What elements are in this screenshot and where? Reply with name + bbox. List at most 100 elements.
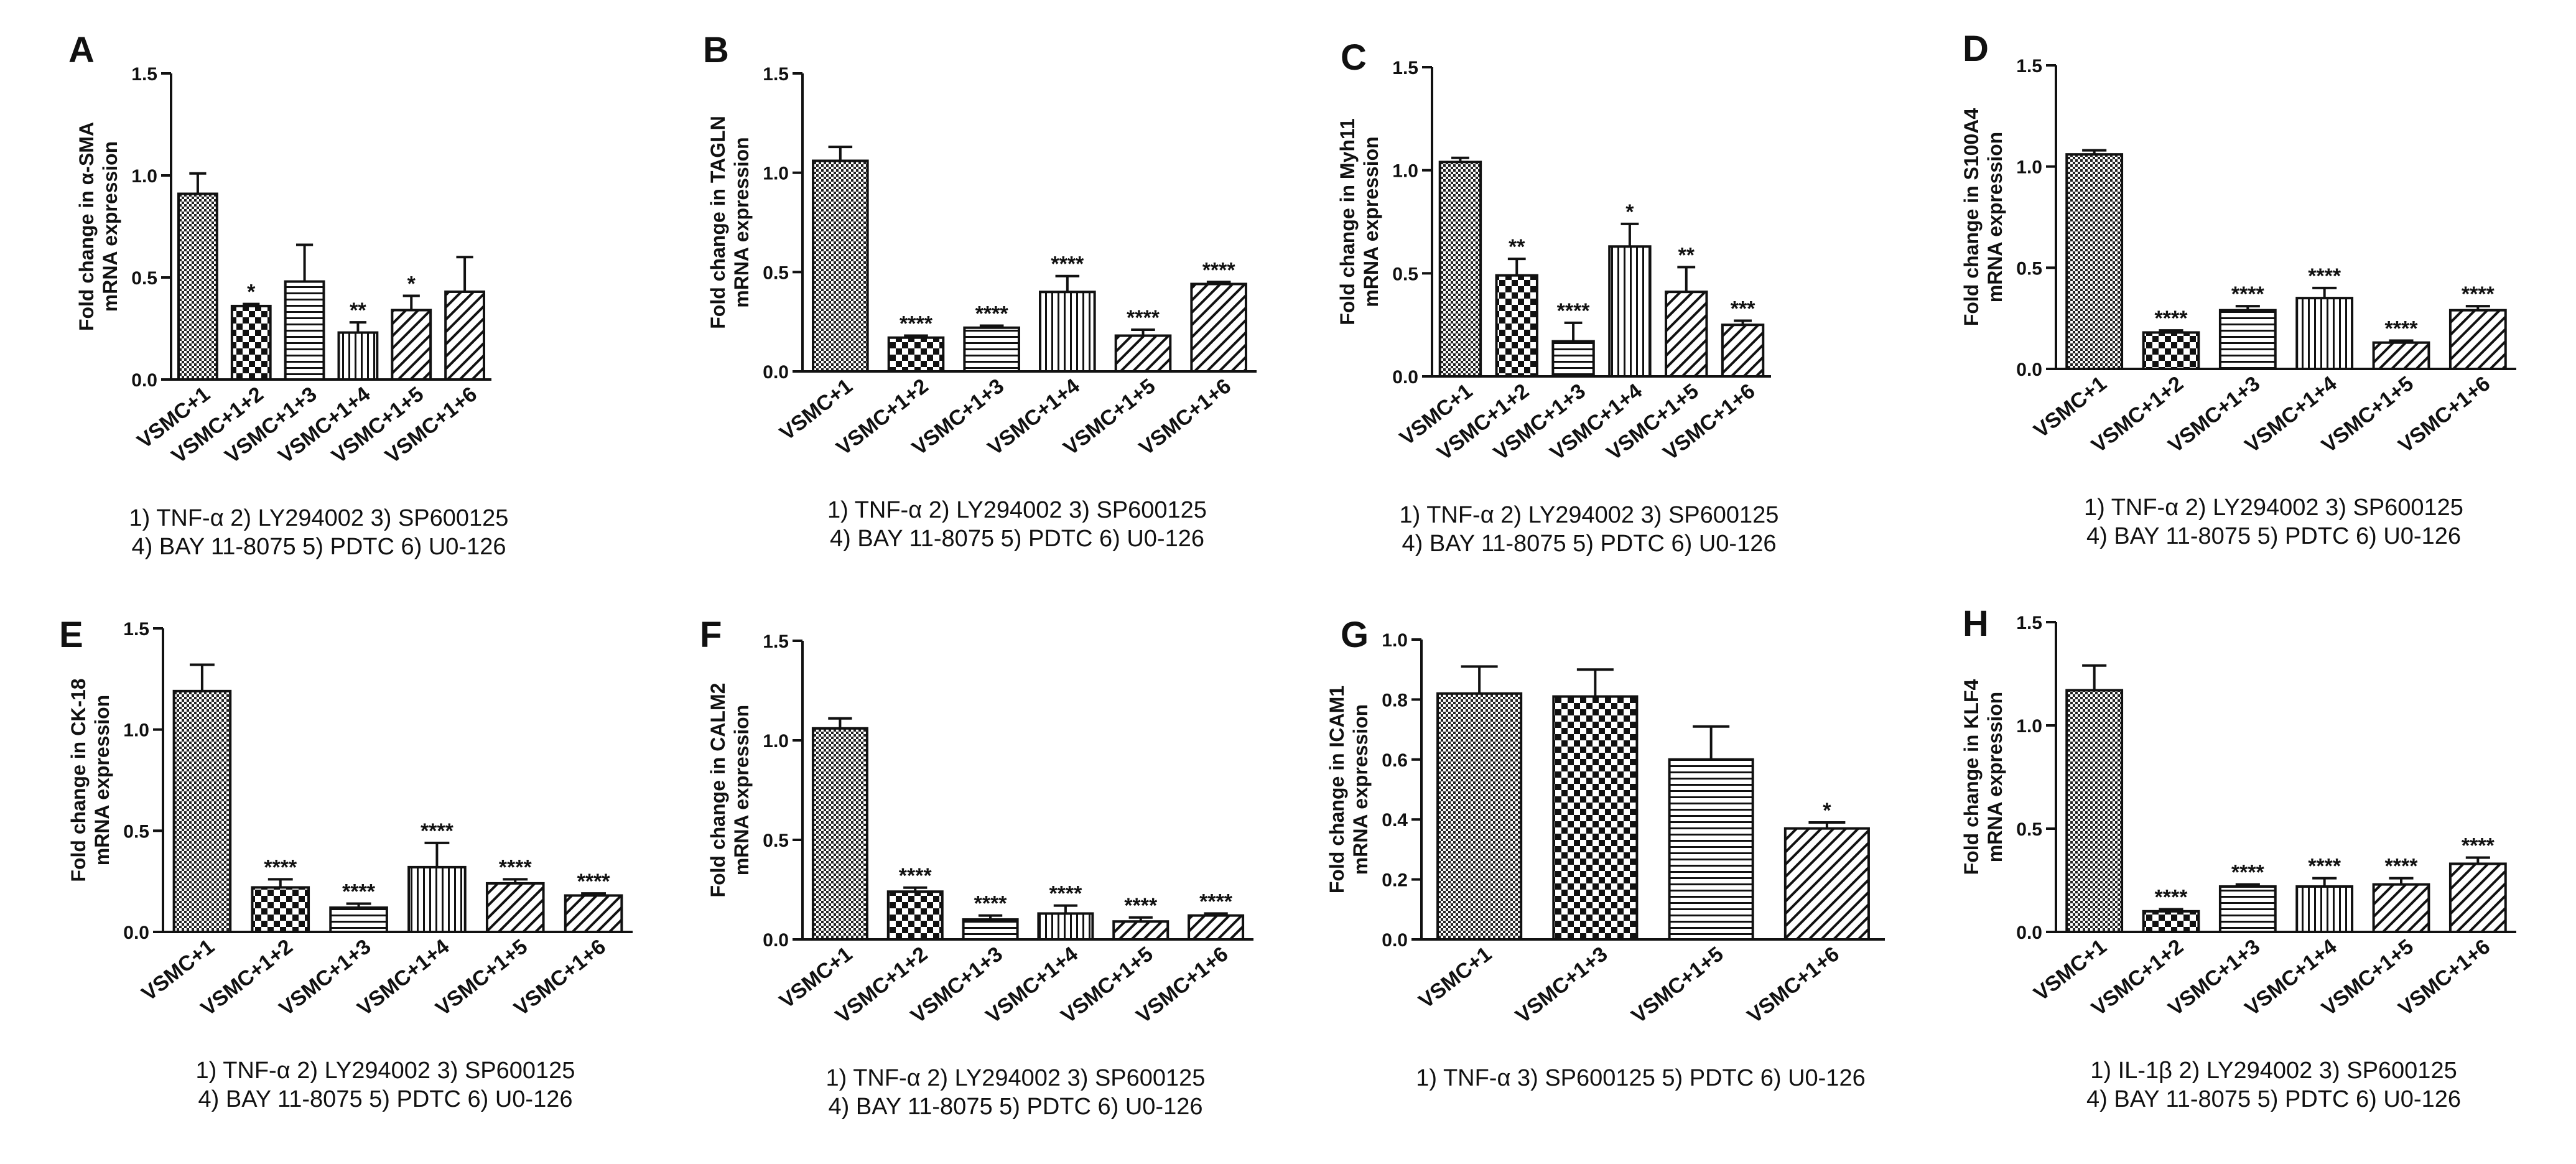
bar-vsmc-1-3 <box>1552 695 1639 941</box>
bar-vsmc-1-6 <box>444 290 485 381</box>
significance-marker: * <box>1625 200 1634 224</box>
y-axis-label: mRNA expression <box>730 137 753 307</box>
significance-marker: **** <box>577 870 611 893</box>
significance-marker: * <box>407 272 416 296</box>
chart-panel-b: B 0.0 0.5 1.0 1.5 Fold change in TAGLN mRNA ex… <box>703 30 1257 552</box>
bar-vsmc-1-6 <box>1190 282 1247 373</box>
bar-vsmc-1-5 <box>2372 341 2430 370</box>
y-tick-label: 1.0 <box>763 164 789 184</box>
chart-panel-f: F 0.0 0.5 1.0 1.5 Fold change in CALM2 mRNA ex… <box>700 615 1253 1120</box>
significance-marker: **** <box>2231 282 2265 306</box>
y-tick-label: 1.5 <box>763 64 789 85</box>
y-axis-label: Fold change in α-SMA <box>75 122 98 331</box>
y-axis-label: mRNA expression <box>91 695 113 865</box>
y-tick-label: 0.5 <box>763 263 789 283</box>
y-tick-label: 0.0 <box>2016 360 2042 380</box>
significance-marker: * <box>1823 799 1831 822</box>
significance-marker: **** <box>1199 890 1233 913</box>
bar-vsmc-1-4 <box>337 331 379 381</box>
significance-marker: **** <box>421 819 454 843</box>
bar-vsmc-1-5 <box>1114 334 1172 373</box>
bar-vsmc-1-4 <box>1039 291 1096 373</box>
significance-marker: **** <box>2462 834 2495 857</box>
bar-vsmc-1-3 <box>2218 885 2277 933</box>
y-tick-label: 1.5 <box>131 64 157 85</box>
significance-marker: **** <box>264 855 297 879</box>
panel-letter: E <box>59 615 83 655</box>
y-axis-label: Fold change in KLF4 <box>1960 679 1983 875</box>
y-tick-label: 1.0 <box>763 731 789 752</box>
significance-marker: ** <box>350 299 366 322</box>
y-tick-label: 1.5 <box>763 631 789 652</box>
y-tick-label: 1.5 <box>1392 58 1418 78</box>
treatment-legend: 4) BAY 11-8075 5) PDTC 6) U0-126 <box>2086 1086 2461 1112</box>
y-tick-label: 0.5 <box>131 268 157 289</box>
y-axis-label: Fold change in Myh11 <box>1336 118 1359 325</box>
treatment-legend: 1) TNF-α 2) LY294002 3) SP600125 <box>826 1065 1206 1091</box>
x-tick-label: VSMC+1+3 <box>1511 942 1612 1028</box>
y-tick-label: 0.6 <box>1382 750 1408 771</box>
panel-letter: B <box>703 30 729 70</box>
panel-letter: G <box>1341 615 1369 655</box>
y-axis-label: Fold change in CALM2 <box>707 683 729 898</box>
significance-marker: **** <box>2385 855 2419 878</box>
significance-marker: *** <box>1731 297 1755 321</box>
y-tick-label: 1.0 <box>1382 630 1408 651</box>
bar-vsmc-1-2 <box>1495 274 1538 378</box>
bar-vsmc-1-4 <box>2295 297 2354 370</box>
treatment-legend: 4) BAY 11-8075 5) PDTC 6) U0-126 <box>829 1094 1203 1120</box>
chart-panel-d: D 0.0 0.5 1.0 1.5 Fold change in S100A4 mRNA e… <box>1960 29 2516 549</box>
x-tick-label: VSMC+1+6 <box>1743 942 1844 1028</box>
bar-vsmc-1 <box>1436 692 1523 941</box>
y-tick-label: 0.0 <box>1382 930 1408 951</box>
bar-vsmc-1-5 <box>1112 920 1169 941</box>
bar-vsmc-1 <box>172 689 232 934</box>
y-axis-label: mRNA expression <box>1349 704 1372 875</box>
panel-letter: C <box>1341 37 1367 78</box>
y-axis-label: mRNA expression <box>1984 132 2006 302</box>
bar-vsmc-1-4 <box>407 865 467 933</box>
y-axis-label: Fold change in TAGLN <box>707 116 729 329</box>
significance-marker: **** <box>975 302 1009 326</box>
significance-marker: **** <box>342 880 376 903</box>
significance-marker: **** <box>1127 306 1160 330</box>
bar-vsmc-1-2 <box>886 890 944 941</box>
bar-vsmc-1-5 <box>485 882 545 934</box>
y-tick-label: 1.5 <box>123 619 149 640</box>
bar-vsmc-1-4 <box>2295 885 2354 933</box>
treatment-legend: 4) BAY 11-8075 5) PDTC 6) U0-126 <box>2086 523 2461 549</box>
y-tick-label: 0.5 <box>763 831 789 851</box>
treatment-legend: 1) TNF-α 2) LY294002 3) SP600125 <box>129 505 509 531</box>
bar-vsmc-1-6 <box>2448 309 2507 370</box>
panel-letter: D <box>1963 29 1989 69</box>
treatment-legend: 1) TNF-α 2) LY294002 3) SP600125 <box>196 1058 575 1084</box>
bar-vsmc-1-3 <box>329 906 388 933</box>
y-tick-label: 0.0 <box>763 930 789 951</box>
significance-marker: **** <box>499 855 532 879</box>
y-tick-label: 1.0 <box>2016 157 2042 178</box>
bar-vsmc-1-5 <box>2372 883 2430 934</box>
y-axis-label: Fold change in S100A4 <box>1960 108 1983 327</box>
bar-vsmc-1-4 <box>1608 245 1652 378</box>
significance-marker: * <box>247 281 256 304</box>
panel-letter: F <box>700 615 722 655</box>
significance-marker: **** <box>2462 282 2495 306</box>
treatment-legend: 1) IL-1β 2) LY294002 3) SP600125 <box>2090 1058 2457 1084</box>
bar-vsmc-1-6 <box>2448 862 2507 933</box>
y-axis-label: mRNA expression <box>1360 136 1382 307</box>
panel-letter: A <box>68 30 95 70</box>
significance-marker: **** <box>2308 855 2341 878</box>
treatment-legend: 1) TNF-α 2) LY294002 3) SP600125 <box>827 497 1207 523</box>
significance-marker: **** <box>1202 258 1236 282</box>
bar-vsmc-1 <box>1438 161 1482 378</box>
y-tick-label: 1.5 <box>2016 56 2042 77</box>
bar-vsmc-1-5 <box>1665 291 1708 378</box>
x-tick-label: VSMC+1+5 <box>1627 942 1728 1028</box>
bar-vsmc-1-5 <box>391 309 432 381</box>
chart-panel-g: G 0.0 0.2 0.4 0.6 0.8 1.0 Fold change in ICAM1 m… <box>1326 615 1885 1091</box>
significance-marker: ** <box>1509 235 1525 259</box>
chart-panel-h: H 0.0 0.5 1.0 1.5 Fold change in KLF4 mRNA exp… <box>1960 603 2516 1112</box>
bar-vsmc-1-5 <box>1668 758 1754 941</box>
bar-vsmc-1-2 <box>230 304 272 381</box>
